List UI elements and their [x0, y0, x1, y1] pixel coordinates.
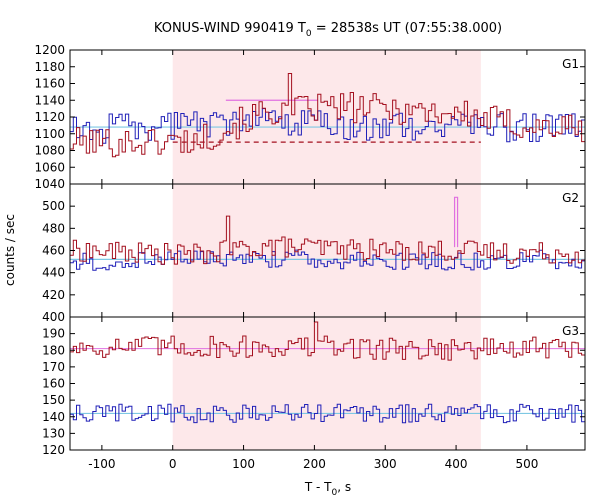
- panel-g1: 1040 1060 1080 1100 1120 1140 1160 1180 1200 G1: [34, 43, 586, 191]
- x-tick-label: 400: [445, 457, 468, 471]
- y-tick-label: 400: [42, 310, 65, 324]
- y-tick-label: 440: [42, 266, 65, 280]
- x-tick-label: 100: [232, 457, 255, 471]
- y-tick-label: 480: [42, 221, 65, 235]
- panel-label: G3: [562, 324, 579, 338]
- y-tick-label: 1060: [34, 160, 65, 174]
- x-tick-label: -100: [88, 457, 115, 471]
- y-tick-label: 140: [42, 410, 65, 424]
- y-tick-label: 1100: [34, 127, 65, 141]
- series-red-line: [70, 321, 585, 361]
- chart-title: KONUS-WIND 990419 T0 = 28538s UT (07:55:…: [154, 21, 502, 39]
- y-tick-label: 160: [42, 377, 65, 391]
- y-tick-label: 1180: [34, 60, 65, 74]
- pink-spike: [453, 196, 459, 248]
- panel-label: G2: [562, 191, 579, 205]
- panel-g3: 120 130 140 150 160 170 180 190 G3: [42, 316, 586, 457]
- panels-group: 104010601080110011201140116011801200G140…: [34, 43, 586, 471]
- y-tick-label: 150: [42, 393, 65, 407]
- x-axis-label: T - T0, s: [304, 480, 351, 498]
- y-tick-label: 460: [42, 244, 65, 258]
- y-tick-label: 500: [42, 199, 65, 213]
- x-tick-label: 500: [515, 457, 538, 471]
- y-tick-label: 120: [42, 443, 65, 457]
- y-tick-label: 420: [42, 288, 65, 302]
- y-tick-label: 1200: [34, 43, 65, 57]
- y-tick-label: 190: [42, 327, 65, 341]
- y-tick-label: 130: [42, 426, 65, 440]
- y-axis-label: counts / sec: [3, 214, 17, 286]
- shaded-interval: [172, 50, 481, 184]
- y-tick-label: 1080: [34, 144, 65, 158]
- shaded-interval: [172, 317, 481, 450]
- series-blue-line: [70, 403, 585, 424]
- y-tick-label: 170: [42, 360, 65, 374]
- x-tick-label: 300: [374, 457, 397, 471]
- series-red-line: [70, 73, 585, 158]
- series-blue-line: [70, 108, 585, 144]
- x-tick-label: 200: [303, 457, 326, 471]
- y-tick-label: 1040: [34, 177, 65, 191]
- panel-label: G1: [562, 57, 579, 71]
- y-tick-label: 180: [42, 343, 65, 357]
- panel-g2: 400 420 440 460 480 500 G2: [42, 183, 586, 324]
- y-tick-label: 1120: [34, 110, 65, 124]
- y-tick-label: 1160: [34, 77, 65, 91]
- x-tick-label: 0: [169, 457, 177, 471]
- series-red-line: [70, 215, 585, 265]
- y-tick-label: 1140: [34, 93, 65, 107]
- shaded-interval: [172, 184, 481, 317]
